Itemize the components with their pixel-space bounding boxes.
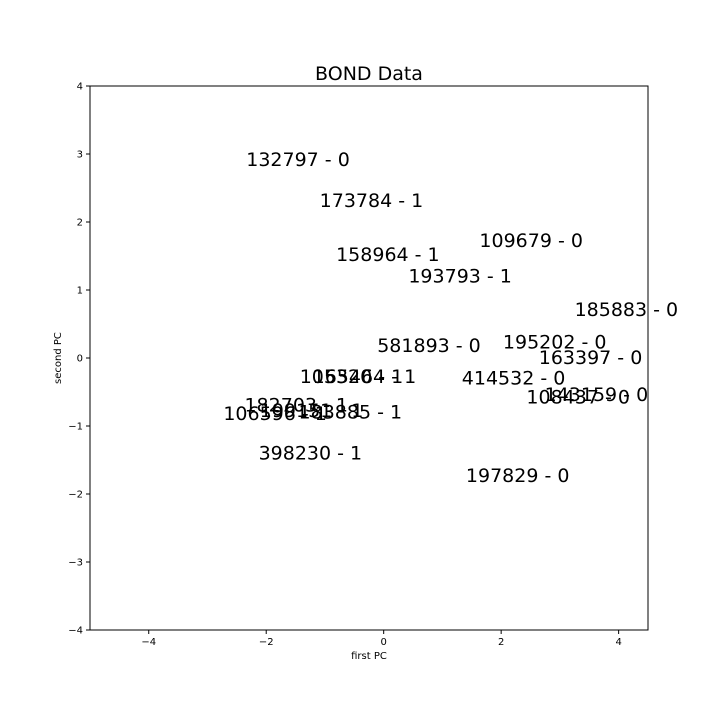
- point-label: 109679 - 0: [479, 230, 583, 252]
- y-tick-label: 4: [77, 82, 83, 93]
- point-label: 106596 - 1: [223, 403, 327, 425]
- point-label: 143159 - 0: [545, 384, 649, 406]
- x-tick-label: 4: [615, 637, 621, 648]
- point-label: 173784 - 1: [320, 190, 424, 212]
- point-label: 398230 - 1: [259, 442, 363, 464]
- x-tick-label: 0: [380, 637, 386, 648]
- point-label: 108437 - 0: [526, 387, 630, 409]
- point-label: 414532 - 0: [462, 368, 566, 390]
- point-label: 165464 - 1: [313, 366, 417, 388]
- x-axis: −4 −2 0 2 4: [141, 630, 622, 648]
- x-tick-label: 2: [498, 637, 504, 648]
- y-axis: −4 −3 −2 −1 0 1 2 3 4: [68, 82, 90, 637]
- point-label: 193793 - 1: [408, 266, 512, 288]
- point-label: 163397 - 0: [539, 347, 643, 369]
- y-tick-label: 0: [77, 354, 83, 365]
- point-label: 199151 - 1: [260, 400, 364, 422]
- y-tick-label: 2: [77, 218, 83, 229]
- point-labels: 132797 - 0 173784 - 1 109679 - 0 158964 - 1…: [223, 149, 678, 487]
- y-tick-label: −2: [68, 490, 83, 501]
- x-axis-label: first PC: [351, 651, 387, 662]
- chart-title: BOND Data: [315, 63, 423, 85]
- point-label: 182703 - 1: [244, 395, 348, 417]
- y-axis-label: second PC: [53, 332, 64, 384]
- y-tick-label: −3: [68, 558, 83, 569]
- y-tick-label: −1: [68, 422, 83, 433]
- point-label: 581893 - 0: [377, 335, 481, 357]
- point-label: 185883 - 0: [575, 299, 679, 321]
- point-label: 195202 - 0: [503, 331, 607, 353]
- point-label: 183885 - 1: [299, 402, 403, 424]
- y-tick-label: 3: [77, 150, 83, 161]
- y-tick-label: 1: [77, 286, 83, 297]
- point-label: 158964 - 1: [336, 244, 440, 266]
- point-label: 105320 - 1: [300, 366, 404, 388]
- point-label: 132797 - 0: [246, 149, 350, 171]
- x-tick-label: −4: [141, 637, 156, 648]
- point-label: 197829 - 0: [466, 465, 570, 487]
- y-tick-label: −4: [68, 626, 83, 637]
- x-tick-label: −2: [259, 637, 274, 648]
